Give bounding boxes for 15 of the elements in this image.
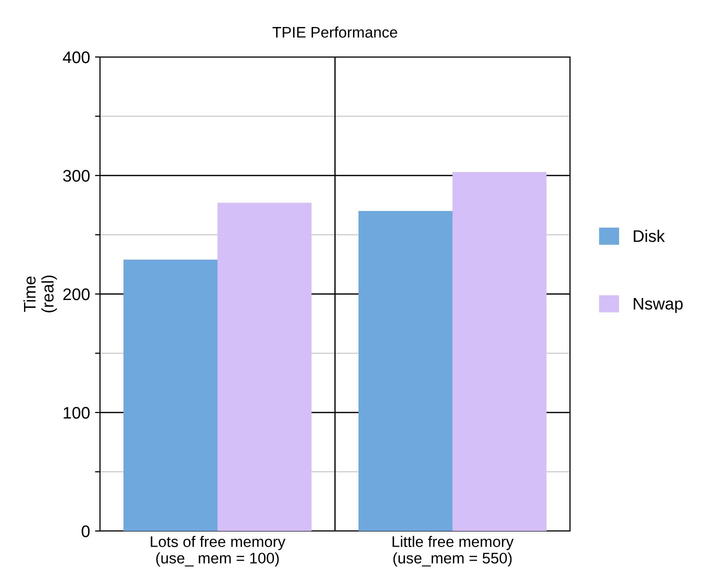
y-tick-label: 300 xyxy=(63,170,90,182)
chart-title: TPIE Performance xyxy=(272,26,398,38)
bar xyxy=(358,211,452,531)
y-tick-label: 200 xyxy=(63,288,90,300)
y-tick-label: 100 xyxy=(64,406,90,419)
x-tick-label: Little free memory (use_mem = 550) xyxy=(392,536,514,567)
bar xyxy=(218,202,312,531)
bar xyxy=(452,172,546,531)
bar xyxy=(124,260,218,531)
y-tick-label: 400 xyxy=(62,51,90,64)
y-axis-title: Time (real) xyxy=(23,276,57,312)
y-tick-label: 0 xyxy=(82,525,90,538)
legend-label: Disk xyxy=(634,230,665,242)
legend-label: Nswap xyxy=(634,298,683,313)
x-tick-label: Lots of free memory (use_ mem = 100) xyxy=(150,536,286,567)
